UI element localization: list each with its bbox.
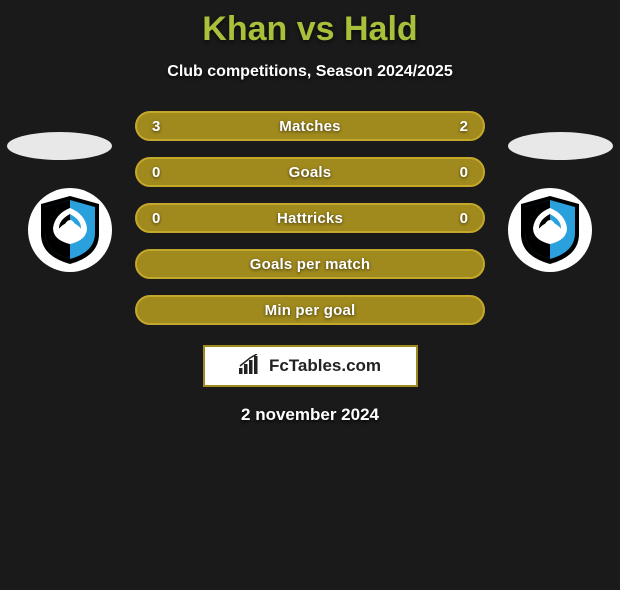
- stat-value-right: 0: [460, 210, 468, 227]
- stat-row: Min per goal: [135, 295, 485, 325]
- stat-label: Goals: [289, 164, 332, 181]
- stat-row: Goals per match: [135, 249, 485, 279]
- chart-icon: [239, 354, 263, 379]
- stat-label: Hattricks: [277, 210, 343, 227]
- brand-box[interactable]: FcTables.com: [203, 345, 418, 387]
- stat-label: Min per goal: [265, 302, 356, 319]
- stat-value-right: 0: [460, 164, 468, 181]
- stat-row: 3 Matches 2: [135, 111, 485, 141]
- stat-value-left: 0: [152, 164, 160, 181]
- stat-label: Matches: [279, 118, 340, 135]
- stat-row: 0 Hattricks 0: [135, 203, 485, 233]
- stat-value-left: 0: [152, 210, 160, 227]
- subtitle: Club competitions, Season 2024/2025: [0, 63, 620, 81]
- page-title: Khan vs Hald: [0, 10, 620, 49]
- brand-text: FcTables.com: [269, 356, 381, 376]
- stat-row: 0 Goals 0: [135, 157, 485, 187]
- stat-value-left: 3: [152, 118, 160, 135]
- stats-comparison: 3 Matches 2 0 Goals 0 0 Hattricks 0 Goals per mat…: [0, 111, 620, 325]
- stat-label: Goals per match: [250, 256, 371, 273]
- date-label: 2 november 2024: [0, 405, 620, 425]
- stat-value-right: 2: [460, 118, 468, 135]
